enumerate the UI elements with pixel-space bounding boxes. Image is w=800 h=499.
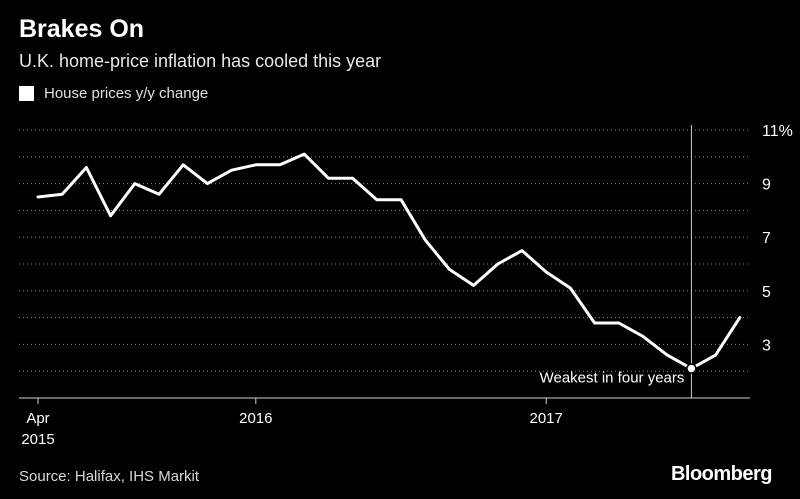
annotation-label: Weakest in four years	[540, 370, 685, 387]
legend: House prices y/y change	[19, 85, 208, 102]
y-tick-label: 3	[762, 337, 771, 354]
legend-swatch	[19, 86, 34, 101]
series-line	[36, 152, 742, 370]
y-tick-label: 5	[762, 284, 771, 301]
y-tick-label: 7	[762, 230, 771, 247]
y-tick-label: 11%	[762, 123, 793, 140]
source-note: Source: Halifax, IHS Markit	[19, 468, 200, 485]
bloomberg-logo: Bloomberg	[670, 463, 773, 485]
x-tick-sublabel: 2015	[21, 431, 54, 448]
chart-title: Brakes On	[19, 15, 145, 43]
x-tick-label: 2017	[530, 410, 563, 427]
annotation-dot	[686, 363, 697, 374]
x-tick-label: 2016	[239, 410, 272, 427]
legend-label: House prices y/y change	[44, 85, 209, 102]
x-tick-label: Apr	[26, 410, 49, 427]
y-tick-label: 9	[762, 177, 771, 194]
chart-subtitle: U.K. home-price inflation has cooled thi…	[19, 51, 382, 71]
